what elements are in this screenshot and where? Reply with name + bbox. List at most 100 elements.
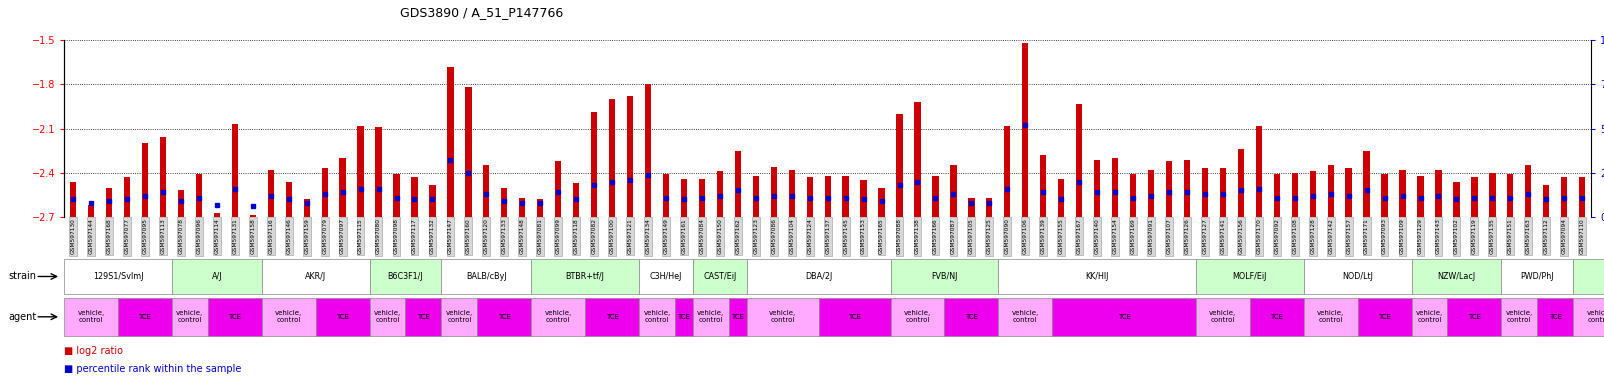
Text: DBA/2J: DBA/2J [805, 272, 832, 281]
Bar [340, 158, 346, 217]
Bar [1112, 158, 1118, 217]
Bar [1004, 126, 1011, 217]
Bar [717, 171, 723, 217]
Bar [411, 177, 417, 217]
Text: vehicle,
control: vehicle, control [276, 310, 302, 323]
Bar [1219, 169, 1225, 217]
Bar [268, 170, 274, 217]
Bar [231, 124, 237, 217]
Bar [1399, 170, 1405, 217]
Bar [1508, 174, 1514, 217]
Text: A/J: A/J [212, 272, 221, 281]
Text: BTBR+tf/J: BTBR+tf/J [566, 272, 605, 281]
Bar [393, 174, 399, 217]
Text: strain: strain [8, 271, 35, 281]
Text: TCE: TCE [1270, 314, 1283, 320]
Text: vehicle,
control: vehicle, control [545, 310, 571, 323]
Bar [1578, 177, 1585, 217]
Text: MOLF/EiJ: MOLF/EiJ [1232, 272, 1267, 281]
Bar [178, 190, 184, 217]
Text: TCE: TCE [417, 314, 430, 320]
Bar [914, 102, 921, 217]
Text: ■ log2 ratio: ■ log2 ratio [64, 346, 124, 356]
Text: TCE: TCE [1549, 314, 1562, 320]
Text: PWD/PhJ: PWD/PhJ [1521, 272, 1554, 281]
Text: agent: agent [8, 312, 37, 322]
Bar [1525, 166, 1532, 217]
Text: B6C3F1/J: B6C3F1/J [388, 272, 423, 281]
Text: KK/HIJ: KK/HIJ [1086, 272, 1108, 281]
Text: TCE: TCE [731, 314, 744, 320]
Text: BALB/cByJ: BALB/cByJ [467, 272, 507, 281]
Bar [1291, 173, 1298, 217]
Bar [986, 198, 993, 217]
Text: TCE: TCE [497, 314, 510, 320]
Bar [1561, 177, 1567, 217]
Bar [430, 185, 436, 217]
Bar [160, 137, 167, 217]
Text: vehicle,
control: vehicle, control [770, 310, 796, 323]
Bar [1363, 151, 1370, 217]
Bar [897, 114, 903, 217]
Text: TCE: TCE [337, 314, 350, 320]
Text: GDS3890 / A_51_P147766: GDS3890 / A_51_P147766 [399, 6, 563, 19]
Bar [735, 151, 741, 217]
Text: vehicle,
control: vehicle, control [1209, 310, 1237, 323]
Bar [879, 187, 885, 217]
Bar [1129, 174, 1136, 217]
Bar [680, 179, 687, 217]
Bar [465, 88, 472, 217]
Bar [520, 198, 526, 217]
Bar [500, 187, 507, 217]
Bar [1166, 161, 1173, 217]
Text: FVB/NJ: FVB/NJ [932, 272, 958, 281]
Text: TCE: TCE [1118, 314, 1131, 320]
Bar [537, 199, 544, 217]
Bar [448, 67, 454, 217]
Text: vehicle,
control: vehicle, control [446, 310, 473, 323]
Bar [1346, 169, 1352, 217]
Text: vehicle,
control: vehicle, control [77, 310, 104, 323]
Bar [286, 182, 292, 217]
Bar [610, 99, 616, 217]
Text: C3H/HeJ: C3H/HeJ [650, 272, 682, 281]
Bar [213, 213, 220, 217]
Bar [1309, 171, 1315, 217]
Text: TCE: TCE [228, 314, 241, 320]
Bar [555, 161, 561, 217]
Bar [250, 215, 257, 217]
Text: vehicle,
control: vehicle, control [643, 310, 670, 323]
Bar [1328, 166, 1335, 217]
Text: vehicle,
control: vehicle, control [176, 310, 204, 323]
Bar [375, 127, 382, 217]
Text: TCE: TCE [677, 314, 690, 320]
Bar [196, 174, 202, 217]
Bar [590, 113, 597, 217]
Text: vehicle,
control: vehicle, control [1317, 310, 1344, 323]
Bar [1436, 170, 1442, 217]
Text: 129S1/SvImJ: 129S1/SvImJ [93, 272, 143, 281]
Bar [71, 182, 77, 217]
Text: vehicle,
control: vehicle, control [1506, 310, 1533, 323]
Bar [358, 126, 364, 217]
Bar [645, 84, 651, 217]
Text: TCE: TCE [1378, 314, 1391, 320]
Text: TCE: TCE [1468, 314, 1480, 320]
Bar [303, 199, 310, 217]
Bar [1201, 169, 1208, 217]
Text: AKR/J: AKR/J [305, 272, 326, 281]
Bar [1471, 177, 1477, 217]
Bar [1094, 160, 1100, 217]
Bar [321, 169, 327, 217]
Bar [770, 167, 776, 217]
Text: vehicle,
control: vehicle, control [1586, 310, 1604, 323]
Bar [1059, 179, 1065, 217]
Bar [627, 96, 634, 217]
Bar [1381, 174, 1387, 217]
Text: NZW/LacJ: NZW/LacJ [1437, 272, 1476, 281]
Bar [789, 170, 796, 217]
Bar [1184, 160, 1190, 217]
Text: TCE: TCE [606, 314, 619, 320]
Bar [1022, 43, 1028, 217]
Bar [1489, 173, 1495, 217]
